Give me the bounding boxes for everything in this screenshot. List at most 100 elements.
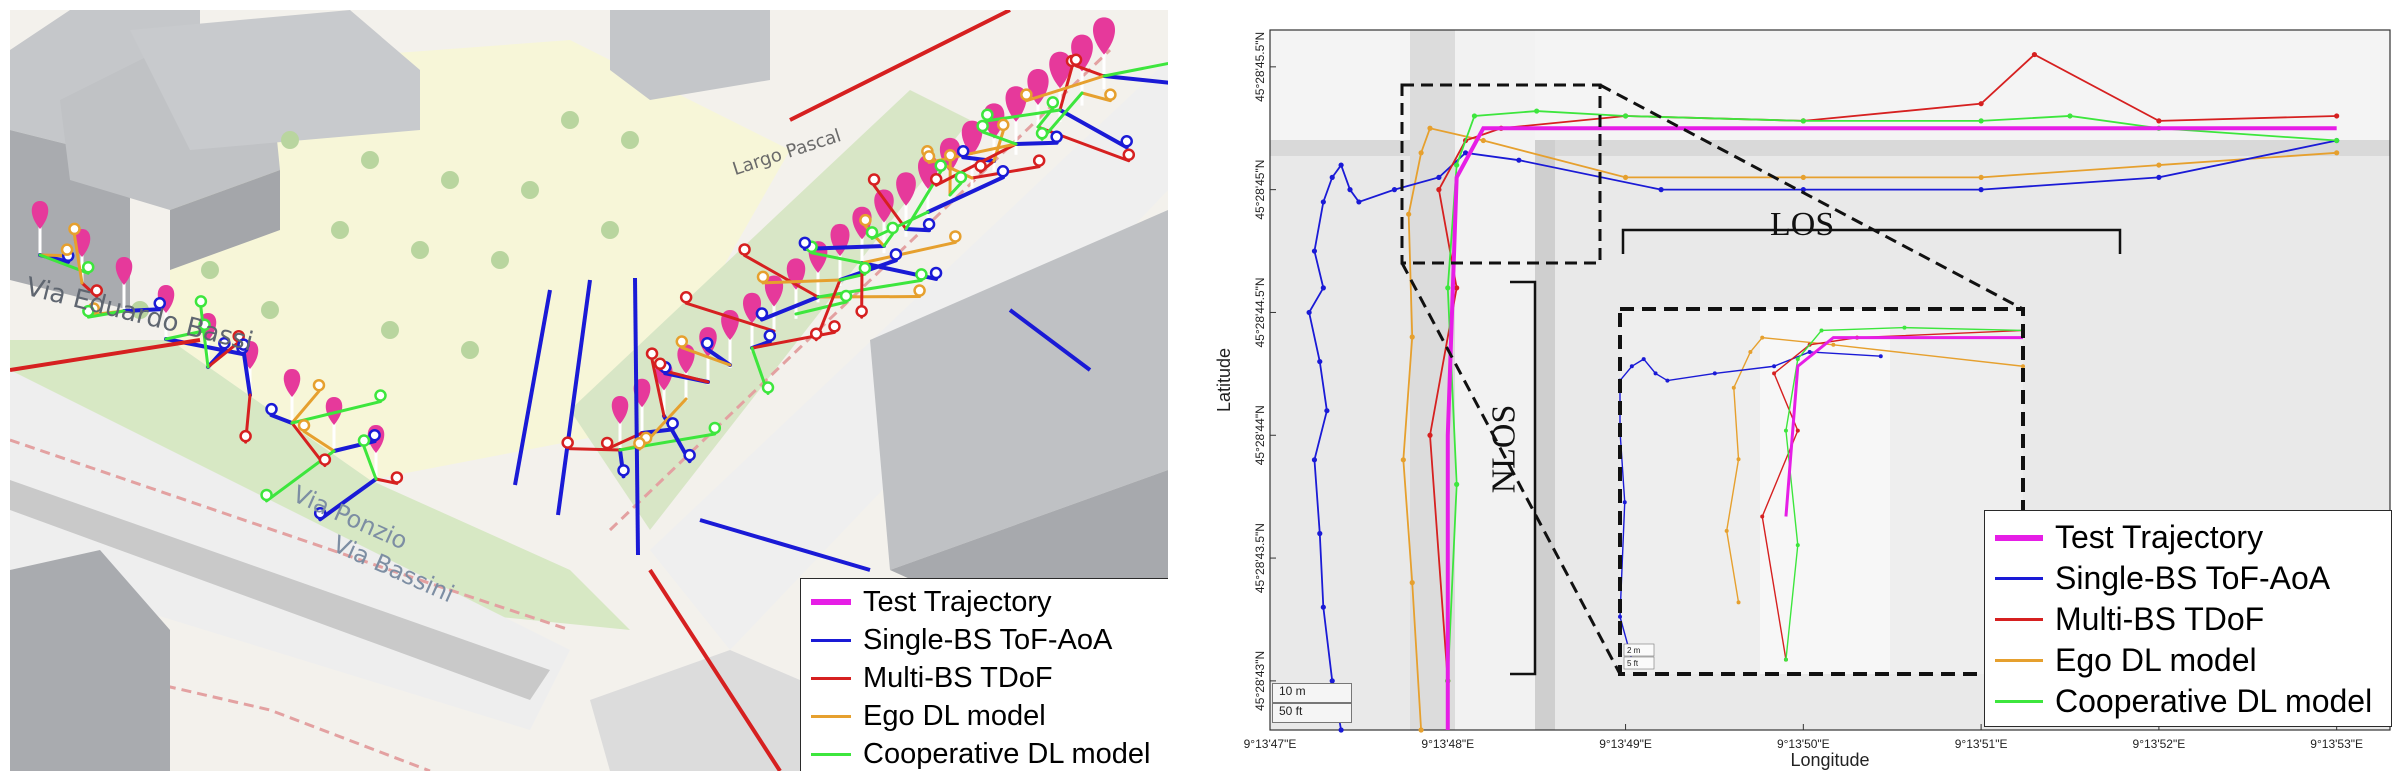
x-tick-label: 9°13'49"E — [1599, 737, 1652, 751]
series-point — [1800, 118, 1806, 124]
series-line-cooperative-dl-model — [1446, 110, 2337, 681]
legend-right-item: Test Trajectory — [1985, 517, 2391, 558]
series-point — [1978, 174, 1984, 180]
legend-right-label: Ego DL model — [2055, 642, 2257, 678]
building-6 — [10, 550, 170, 771]
estimate-line-long — [633, 277, 640, 556]
legend-right-label: Single-BS ToF-AoA — [2055, 560, 2331, 596]
estimate-marker — [68, 222, 81, 236]
series-point — [1622, 174, 1629, 180]
estimate-markers — [60, 53, 1136, 520]
estimate-marker — [974, 159, 987, 173]
estimate-marker — [708, 421, 722, 435]
estimate-marker — [855, 305, 868, 318]
estimate-marker — [839, 289, 853, 303]
trajectory-pin — [283, 369, 301, 423]
legend-left-label: Test Trajectory — [863, 585, 1052, 618]
estimate-marker — [561, 436, 574, 449]
legend-left-swatch — [811, 752, 851, 756]
y-tick-label: 45°28'43.5"N — [1253, 523, 1267, 593]
legend-left: Test Trajectory Single-BS ToF-AoA Multi-BS… — [800, 578, 1168, 771]
estimate-marker — [600, 436, 614, 450]
y-tick-label: 45°28'43"N — [1253, 651, 1267, 711]
series-point — [1454, 162, 1460, 168]
estimate-line — [1074, 64, 1106, 78]
estimate-line — [164, 329, 207, 341]
series-point — [1329, 174, 1335, 180]
estimate-marker — [858, 261, 872, 275]
estimate-line — [1058, 108, 1129, 150]
inset-road — [1760, 309, 1890, 674]
series-point — [1311, 248, 1318, 254]
estimate-line — [318, 477, 378, 522]
series-point — [1311, 457, 1318, 463]
series-point — [2067, 113, 2073, 119]
series-point — [2156, 118, 2162, 124]
legend-left-item: Multi-BS TDoF — [801, 659, 1168, 697]
legend-right-item: Single-BS ToF-AoA — [1985, 558, 2391, 599]
estimate-marker — [368, 428, 381, 442]
trajectory-plot: 9°13'47"E 9°13'48"E 9°13'49"E 9°13'50"E 9°13… — [1200, 0, 2400, 781]
series-point — [1748, 349, 1753, 354]
x-tick-label: 9°13'51"E — [1955, 737, 2008, 751]
legend-right-label: Cooperative DL model — [2055, 683, 2373, 719]
trajectory-pin — [1093, 17, 1115, 90]
series-point — [1665, 378, 1670, 383]
estimate-marker — [943, 149, 957, 162]
estimate-marker — [763, 329, 777, 342]
legend-left-label: Cooperative DL model — [863, 737, 1151, 770]
estimate-marker — [60, 243, 74, 256]
series-point — [1462, 150, 1469, 156]
estimate-line — [948, 181, 963, 197]
estimate-line — [810, 251, 864, 265]
inset-scale-ft: 5 ft — [1627, 659, 1639, 668]
legend-left-label: Ego DL model — [863, 699, 1046, 732]
estimate-marker — [237, 338, 250, 351]
estimate-marker — [679, 290, 693, 304]
series-point — [1324, 408, 1330, 414]
series-point — [1760, 514, 1765, 519]
estimate-marker — [913, 284, 926, 297]
estimate-line — [650, 358, 666, 418]
legend-right-swatch — [1995, 700, 2043, 703]
green-strip-left — [10, 340, 630, 630]
road-vertical — [1455, 30, 1535, 730]
estimate-line — [1102, 74, 1168, 85]
estimate-marker — [1122, 148, 1136, 162]
series-point — [1406, 211, 1412, 217]
road-vertical-edge — [1535, 140, 1555, 730]
scale-feet: 50 ft — [1272, 703, 1352, 723]
series-point — [1356, 199, 1362, 205]
legend-right-swatch — [1995, 534, 2043, 541]
series-point — [1454, 481, 1460, 487]
estimate-line — [1040, 91, 1084, 141]
series-point — [1807, 349, 1812, 354]
series-point — [2334, 137, 2340, 144]
series-point — [1329, 678, 1335, 684]
legend-left-item: Single-BS ToF-AoA — [801, 621, 1168, 659]
estimate-marker — [297, 419, 311, 432]
legend-left-label: Multi-BS TDoF — [863, 661, 1053, 694]
series-point — [1320, 604, 1326, 610]
estimate-marker — [1035, 127, 1049, 140]
estimate-line — [566, 447, 622, 452]
legend-left-swatch — [811, 714, 851, 718]
legend-left-item: Cooperative DL model — [801, 735, 1168, 771]
x-tick-label: 9°13'47"E — [1244, 737, 1297, 751]
estimate-line — [269, 413, 294, 425]
series-point — [2021, 364, 2025, 369]
building-3 — [130, 10, 420, 150]
series-point — [1338, 727, 1344, 733]
legend-left-item: Test Trajectory — [801, 583, 1168, 621]
series-line-test-trajectory — [1784, 336, 2023, 517]
estimate-marker — [828, 320, 841, 333]
series-main — [1306, 51, 2340, 733]
estimate-line — [374, 477, 399, 485]
estimate-marker — [981, 108, 994, 121]
estimate-line-long — [789, 10, 1011, 122]
legend-right-item: Cooperative DL model — [1985, 681, 2391, 722]
estimate-line-long — [513, 289, 552, 486]
estimate-marker — [390, 471, 404, 484]
estimate-line — [904, 227, 932, 233]
map-3d-view[interactable]: Via Eduardo Bassi Via Ponzio Via Bassini… — [10, 10, 1168, 771]
